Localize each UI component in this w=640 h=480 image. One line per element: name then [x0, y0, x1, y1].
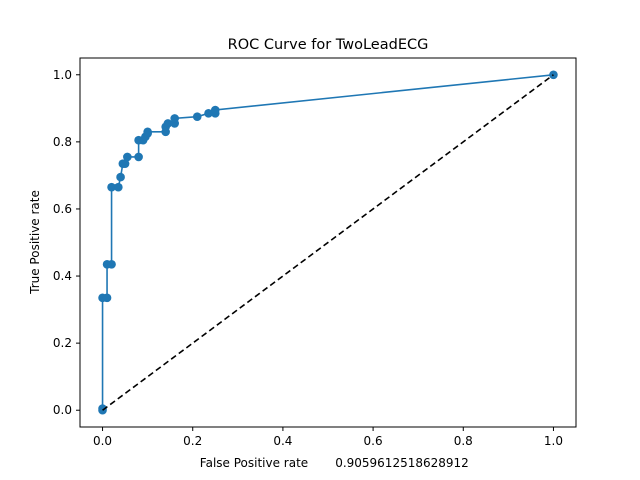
roc-point-23: [192, 112, 202, 122]
y-tick-label-4: 0.8: [53, 135, 72, 149]
y-axis: 0.0 0.2 0.4 0.6 0.8 1.0: [53, 68, 80, 417]
roc-point-20: [163, 119, 173, 128]
roc-point-8: [116, 172, 125, 182]
x-tick-label-3: 0.6: [364, 434, 383, 448]
x-tick-label-5: 1.0: [544, 434, 563, 448]
y-tick-label-3: 0.6: [53, 202, 72, 216]
x-axis: 0.0 0.2 0.4 0.6 0.8 1.0: [93, 427, 563, 448]
x-axis-annotation: 0.9059612518628912: [335, 456, 469, 470]
roc-point-22: [170, 114, 179, 123]
roc-point-27: [549, 70, 558, 80]
roc-point-10: [120, 159, 130, 168]
roc-point-12: [134, 152, 143, 162]
diagonal-reference-line: [102, 74, 554, 411]
roc-point-11: [123, 152, 132, 162]
x-tick-label-0: 0.0: [93, 434, 112, 448]
series-layer: [98, 70, 558, 415]
y-tick-label-0: 0.0: [53, 403, 72, 417]
y-tick-label-1: 0.2: [53, 336, 72, 350]
y-tick-label-5: 1.0: [53, 68, 72, 82]
roc-point-7: [114, 182, 123, 192]
roc-point-5: [107, 260, 116, 269]
roc-point-6: [107, 182, 116, 192]
roc-point-24: [204, 109, 213, 118]
roc-point-1: [98, 404, 107, 413]
roc-point-26: [210, 105, 220, 115]
chart-title: ROC Curve for TwoLeadECG: [228, 37, 429, 53]
roc-point-3: [102, 293, 112, 303]
x-tick-label-1: 0.2: [183, 434, 202, 448]
x-tick-label-2: 0.4: [273, 434, 292, 448]
y-tick-label-2: 0.4: [53, 269, 72, 283]
x-axis-label: False Positive rate: [200, 456, 308, 470]
roc-point-17: [143, 127, 152, 137]
x-tick-label-4: 0.8: [454, 434, 473, 448]
plot-frame: [79, 57, 577, 428]
y-axis-label: True Positive rate: [28, 190, 42, 295]
